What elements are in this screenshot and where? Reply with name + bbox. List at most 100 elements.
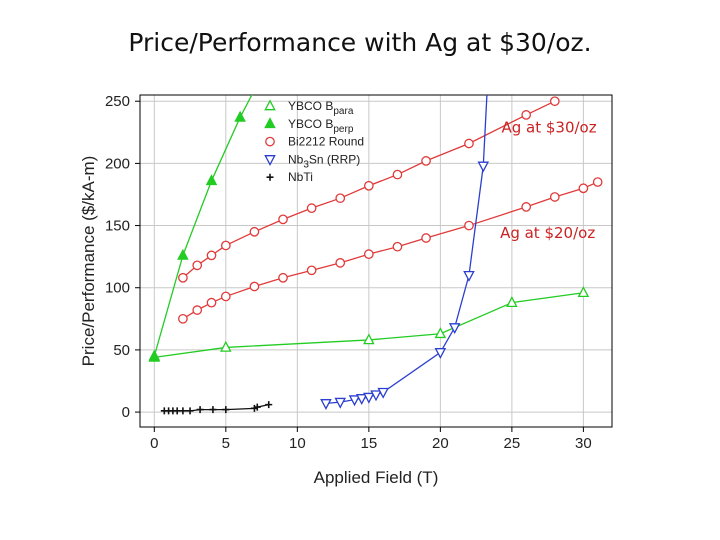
- data-point: [234, 110, 246, 122]
- gridlines: [140, 95, 612, 427]
- data-point: [148, 349, 161, 361]
- y-tick-label: 0: [122, 404, 130, 421]
- x-tick-label: 0: [150, 435, 158, 452]
- x-axis-label: Applied Field (T): [314, 468, 439, 487]
- data-point: [421, 233, 431, 243]
- data-point: [220, 240, 231, 251]
- data-point: [592, 177, 603, 187]
- series-line: [153, 95, 253, 357]
- x-tick-label: 25: [504, 435, 521, 452]
- series-4: [320, 95, 490, 410]
- data-point: [278, 272, 288, 283]
- legend-label: YBCO Bperp: [288, 117, 354, 135]
- data-point: [377, 387, 389, 399]
- legend-marker: [266, 173, 274, 181]
- data-point: [363, 180, 374, 191]
- legend-marker: [265, 136, 275, 147]
- legend-item: YBCO Bpara: [264, 99, 354, 117]
- y-tick-label: 250: [105, 93, 130, 110]
- series-layer: [148, 95, 603, 415]
- data-point: [521, 202, 532, 212]
- legend-item: YBCO Bperp: [264, 117, 354, 135]
- data-point: [434, 348, 447, 359]
- data-point: [178, 272, 188, 283]
- data-point: [464, 138, 474, 149]
- data-point: [306, 265, 317, 276]
- data-point: [392, 169, 403, 180]
- data-point: [220, 340, 232, 352]
- data-point: [448, 323, 461, 335]
- y-tick-label: 50: [113, 342, 130, 359]
- data-point: [206, 250, 217, 261]
- data-point: [477, 161, 490, 173]
- data-point: [348, 395, 361, 407]
- data-point: [334, 397, 347, 409]
- data-point: [463, 270, 475, 282]
- data-point: [549, 192, 560, 202]
- legend-label: Nb3Sn (RRP): [288, 152, 360, 170]
- data-point: [434, 327, 447, 339]
- data-point: [265, 401, 273, 409]
- legend-label: NbTi: [288, 170, 313, 184]
- legend-item: Nb3Sn (RRP): [264, 152, 360, 170]
- data-point: [209, 406, 217, 414]
- series-5: [160, 401, 273, 415]
- annotations: Ag at $30/oz Ag at $20/oz: [500, 118, 597, 242]
- data-point: [206, 297, 217, 308]
- x-tick-label: 20: [432, 435, 449, 452]
- legend-label: YBCO Bpara: [288, 99, 354, 117]
- data-point: [192, 305, 203, 315]
- data-point: [521, 110, 532, 120]
- y-tick-label: 200: [105, 155, 130, 172]
- data-point: [506, 296, 518, 308]
- data-point: [196, 406, 204, 414]
- data-point: [177, 248, 189, 260]
- data-point: [320, 399, 332, 410]
- legend-marker: [264, 155, 276, 166]
- data-point: [186, 407, 194, 415]
- data-point: [464, 220, 474, 231]
- data-point: [306, 203, 317, 214]
- data-point: [178, 313, 188, 324]
- data-point: [222, 406, 230, 414]
- y-tick-label: 100: [105, 280, 130, 297]
- x-tick-label: 15: [361, 435, 378, 452]
- x-tick-label: 30: [575, 435, 592, 452]
- data-point: [253, 403, 261, 411]
- annotation-label: Ag at $30/oz: [501, 118, 596, 136]
- data-point: [370, 390, 382, 402]
- data-point: [363, 249, 374, 260]
- y-tick-label: 150: [105, 218, 130, 235]
- data-point: [249, 281, 260, 292]
- data-point: [192, 260, 203, 271]
- data-point: [392, 241, 403, 252]
- data-point: [549, 96, 560, 107]
- data-point: [278, 214, 288, 225]
- legend-item: NbTi: [266, 170, 313, 184]
- data-point: [335, 193, 346, 204]
- series-3: [178, 177, 603, 324]
- legend-item: Bi2212 Round: [265, 135, 364, 149]
- legend-label: Bi2212 Round: [288, 135, 364, 149]
- legend-marker: [264, 117, 276, 129]
- data-point: [421, 156, 431, 166]
- series-line: [154, 292, 584, 359]
- series-2: [178, 96, 560, 283]
- annotation-label: Ag at $20/oz: [500, 224, 595, 242]
- y-axis-label: Price/Performance ($/kA-m): [79, 156, 98, 367]
- axis-ticks: 0 5 10 15 20 25 30 0 50 100 150 200 250: [105, 93, 592, 452]
- data-point: [355, 394, 368, 405]
- data-point: [578, 183, 589, 194]
- series-line: [182, 181, 598, 320]
- legend-marker: [264, 99, 276, 111]
- x-tick-label: 5: [222, 435, 230, 452]
- plot-frame: [139, 94, 613, 428]
- data-point: [363, 392, 375, 404]
- data-point: [335, 258, 346, 268]
- data-point: [363, 333, 375, 345]
- series-1: [148, 95, 253, 361]
- data-point: [205, 174, 218, 186]
- data-point: [577, 286, 590, 298]
